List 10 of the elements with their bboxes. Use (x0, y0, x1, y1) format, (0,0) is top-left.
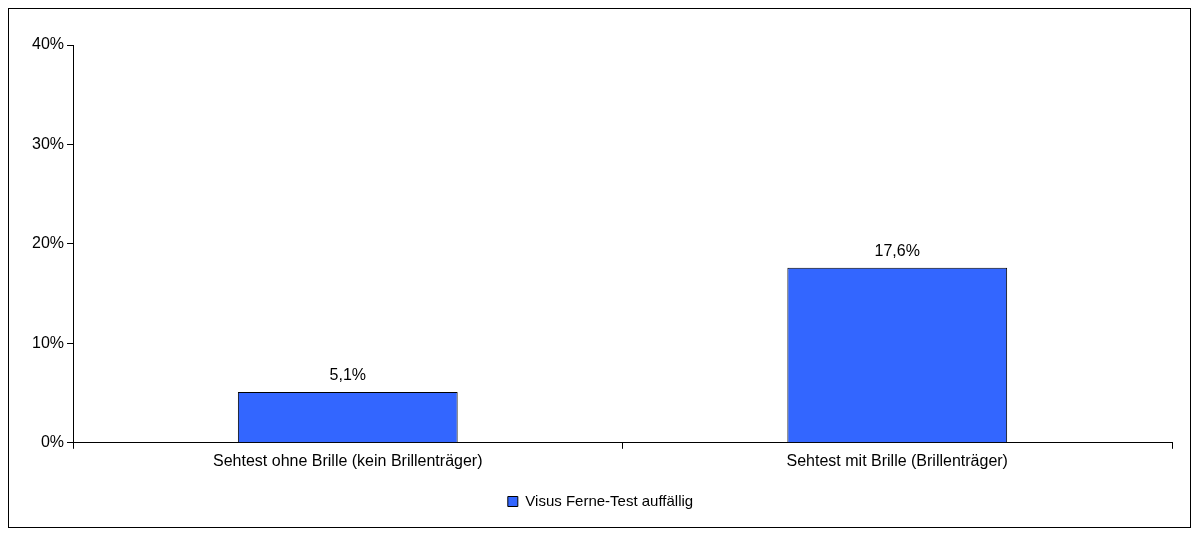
y-tick-label: 30% (31, 134, 65, 152)
data-label: 5,1% (329, 366, 366, 384)
data-label: 17,6% (874, 242, 920, 260)
x-tick-label: Sehtest ohne Brille (kein Brillenträger) (213, 451, 483, 469)
y-tick-label: 0% (40, 433, 65, 451)
y-tick-label: 10% (31, 333, 65, 351)
y-tick-label: 40% (31, 35, 65, 53)
x-tick-label: Sehtest mit Brille (Brillenträger) (786, 451, 1008, 469)
legend-label: Visus Ferne-Test auffällig (525, 491, 694, 509)
y-tick-label: 20% (31, 234, 65, 252)
